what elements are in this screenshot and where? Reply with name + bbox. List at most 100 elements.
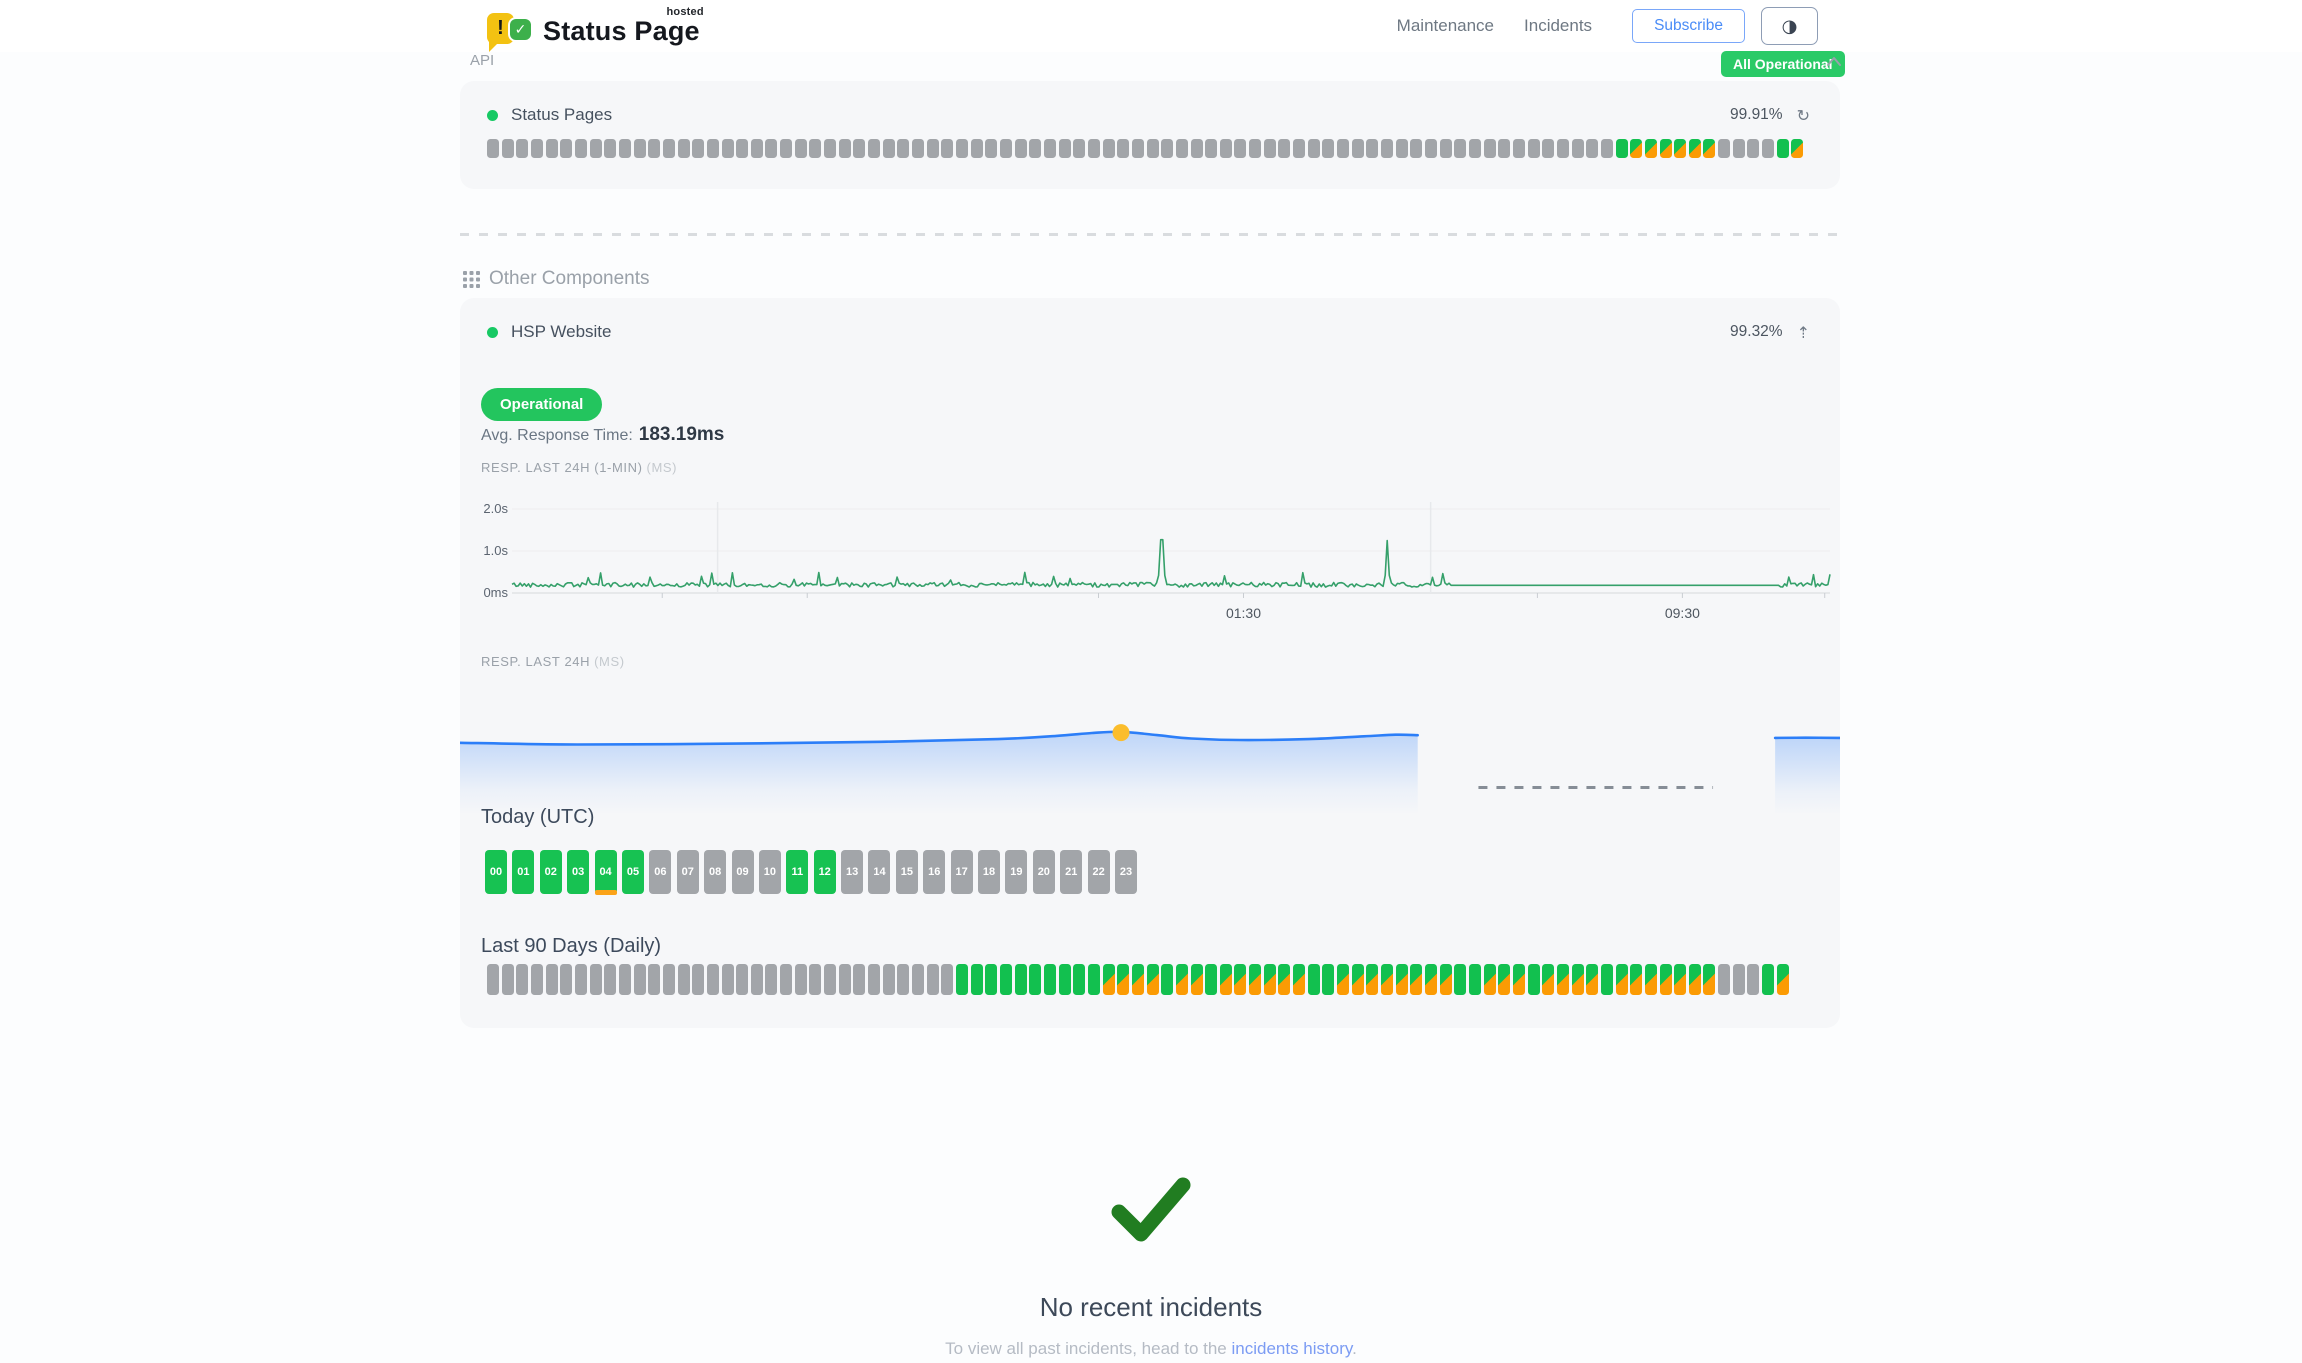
uptime-bar: [1249, 139, 1262, 158]
uptime-bar: [941, 139, 954, 158]
response-time-area-chart: [458, 693, 1842, 815]
brand-superscript: hosted: [666, 5, 704, 18]
hour-box: 19: [1005, 850, 1028, 894]
uptime-bar: [1454, 139, 1467, 158]
svg-text:01:30: 01:30: [1226, 605, 1261, 621]
chart-label-resp-1min: RESP. LAST 24H (1-MIN) (MS): [481, 460, 678, 475]
uptime-bar: [794, 139, 807, 158]
uptime-bar: [1014, 139, 1027, 158]
uptime-bar: [677, 964, 690, 995]
uptime-bar: [1029, 964, 1042, 995]
overall-status-badge[interactable]: All Operational: [1721, 51, 1845, 77]
uptime-bar: [1146, 139, 1159, 158]
status-dot: [487, 109, 498, 121]
uptime-bar: [1776, 964, 1789, 995]
uptime-bar: [1058, 139, 1071, 158]
hour-box: 20: [1032, 850, 1055, 894]
collapse-up-icon[interactable]: ⇡: [1796, 322, 1810, 342]
uptime-bar: [794, 964, 807, 995]
uptime-bar: [1014, 964, 1027, 995]
uptime-bar: [1205, 964, 1218, 995]
degraded-marker: [594, 890, 617, 895]
chart-label-resp-daily: RESP. LAST 24H (MS): [481, 654, 625, 669]
uptime-bar: [912, 139, 925, 158]
uptime-bar: [897, 964, 910, 995]
incidents-history-link[interactable]: incidents history: [1231, 1339, 1353, 1358]
uptime-bar: [1043, 964, 1056, 995]
uptime-bar: [999, 139, 1012, 158]
uptime-bar: [956, 964, 968, 995]
uptime-bar: [1102, 139, 1115, 158]
uptime-bar: [1425, 964, 1437, 995]
uptime-bar: [1468, 964, 1481, 995]
nav-maintenance[interactable]: Maintenance: [1396, 16, 1495, 35]
uptime-bar: [1307, 139, 1320, 158]
uptime-bar: [1249, 964, 1262, 995]
uptime-bar: [692, 964, 705, 995]
uptime-bar: [970, 139, 983, 158]
uptime-bar: [1146, 964, 1159, 995]
uptime-bar: [1703, 139, 1716, 158]
uptime-bar: [1556, 139, 1569, 158]
uptime-bar: [1674, 139, 1687, 158]
uptime-bar: [736, 139, 749, 158]
uptime-bar: [1747, 139, 1760, 158]
hour-box: 23: [1114, 850, 1137, 894]
uptime-bar: [530, 964, 543, 995]
uptime-bar: [1087, 139, 1100, 158]
uptime-bar: [1512, 964, 1525, 995]
uptime-bar: [1131, 964, 1144, 995]
grid-icon: [463, 270, 480, 288]
nav-incidents[interactable]: Incidents: [1524, 16, 1593, 35]
hour-box: 13: [841, 850, 864, 894]
hour-box: 03: [567, 850, 590, 894]
uptime-bar: [780, 964, 793, 995]
uptime-bar: [941, 964, 954, 995]
speech-bubble-tail: [489, 41, 500, 52]
svg-text:1.0s: 1.0s: [483, 543, 508, 558]
uptime-bar: [1688, 139, 1701, 158]
brand-logo[interactable]: ! ✓ Status Page hosted: [487, 6, 704, 52]
uptime-bar: [1439, 964, 1452, 995]
uptime-bar: [1600, 139, 1613, 158]
uptime-bar: [926, 964, 939, 995]
uptime-bar: [1615, 964, 1628, 995]
section-divider: [460, 233, 1842, 236]
chevron-up-icon[interactable]: [1826, 56, 1842, 67]
uptime-bar: [736, 964, 749, 995]
uptime-bar: [1556, 964, 1569, 995]
uptime-bar: [618, 964, 631, 995]
uptime-bar: [1410, 139, 1423, 158]
uptime-bar: [574, 964, 587, 995]
hour-box: 14: [868, 850, 891, 894]
uptime-bar: [1219, 964, 1232, 995]
section-title-other-components: Other Components: [463, 268, 650, 290]
uptime-bar: [985, 964, 998, 995]
component-name: Status Pages: [511, 105, 613, 124]
uptime-bar: [1674, 964, 1687, 995]
hour-box: 01: [512, 850, 535, 894]
uptime-bar: [1688, 964, 1701, 995]
theme-toggle-button[interactable]: ◑: [1761, 7, 1818, 45]
uptime-bar: [1600, 964, 1613, 995]
uptime-percent: 99.91%: [1730, 106, 1783, 123]
uptime-bar: [1762, 139, 1775, 158]
hour-box: 11: [786, 850, 809, 894]
uptime-bar: [1747, 964, 1760, 995]
uptime-bar: [1542, 139, 1555, 158]
subscribe-button[interactable]: Subscribe: [1632, 9, 1745, 43]
uptime-bar: [1498, 964, 1511, 995]
uptime-bar: [1293, 964, 1306, 995]
hour-box: 22: [1087, 850, 1110, 894]
uptime-bar: [604, 139, 617, 158]
uptime-bar: [1351, 139, 1364, 158]
uptime-bar: [1776, 139, 1789, 158]
refresh-icon[interactable]: ↻: [1796, 105, 1810, 125]
hour-box: 18: [978, 850, 1001, 894]
uptime-bar: [1322, 139, 1335, 158]
uptime-bar: [604, 964, 617, 995]
no-incidents-title: No recent incidents: [1039, 1292, 1263, 1322]
uptime-bar: [1073, 139, 1086, 158]
uptime-bar: [589, 139, 602, 158]
uptime-bar: [1718, 139, 1731, 158]
